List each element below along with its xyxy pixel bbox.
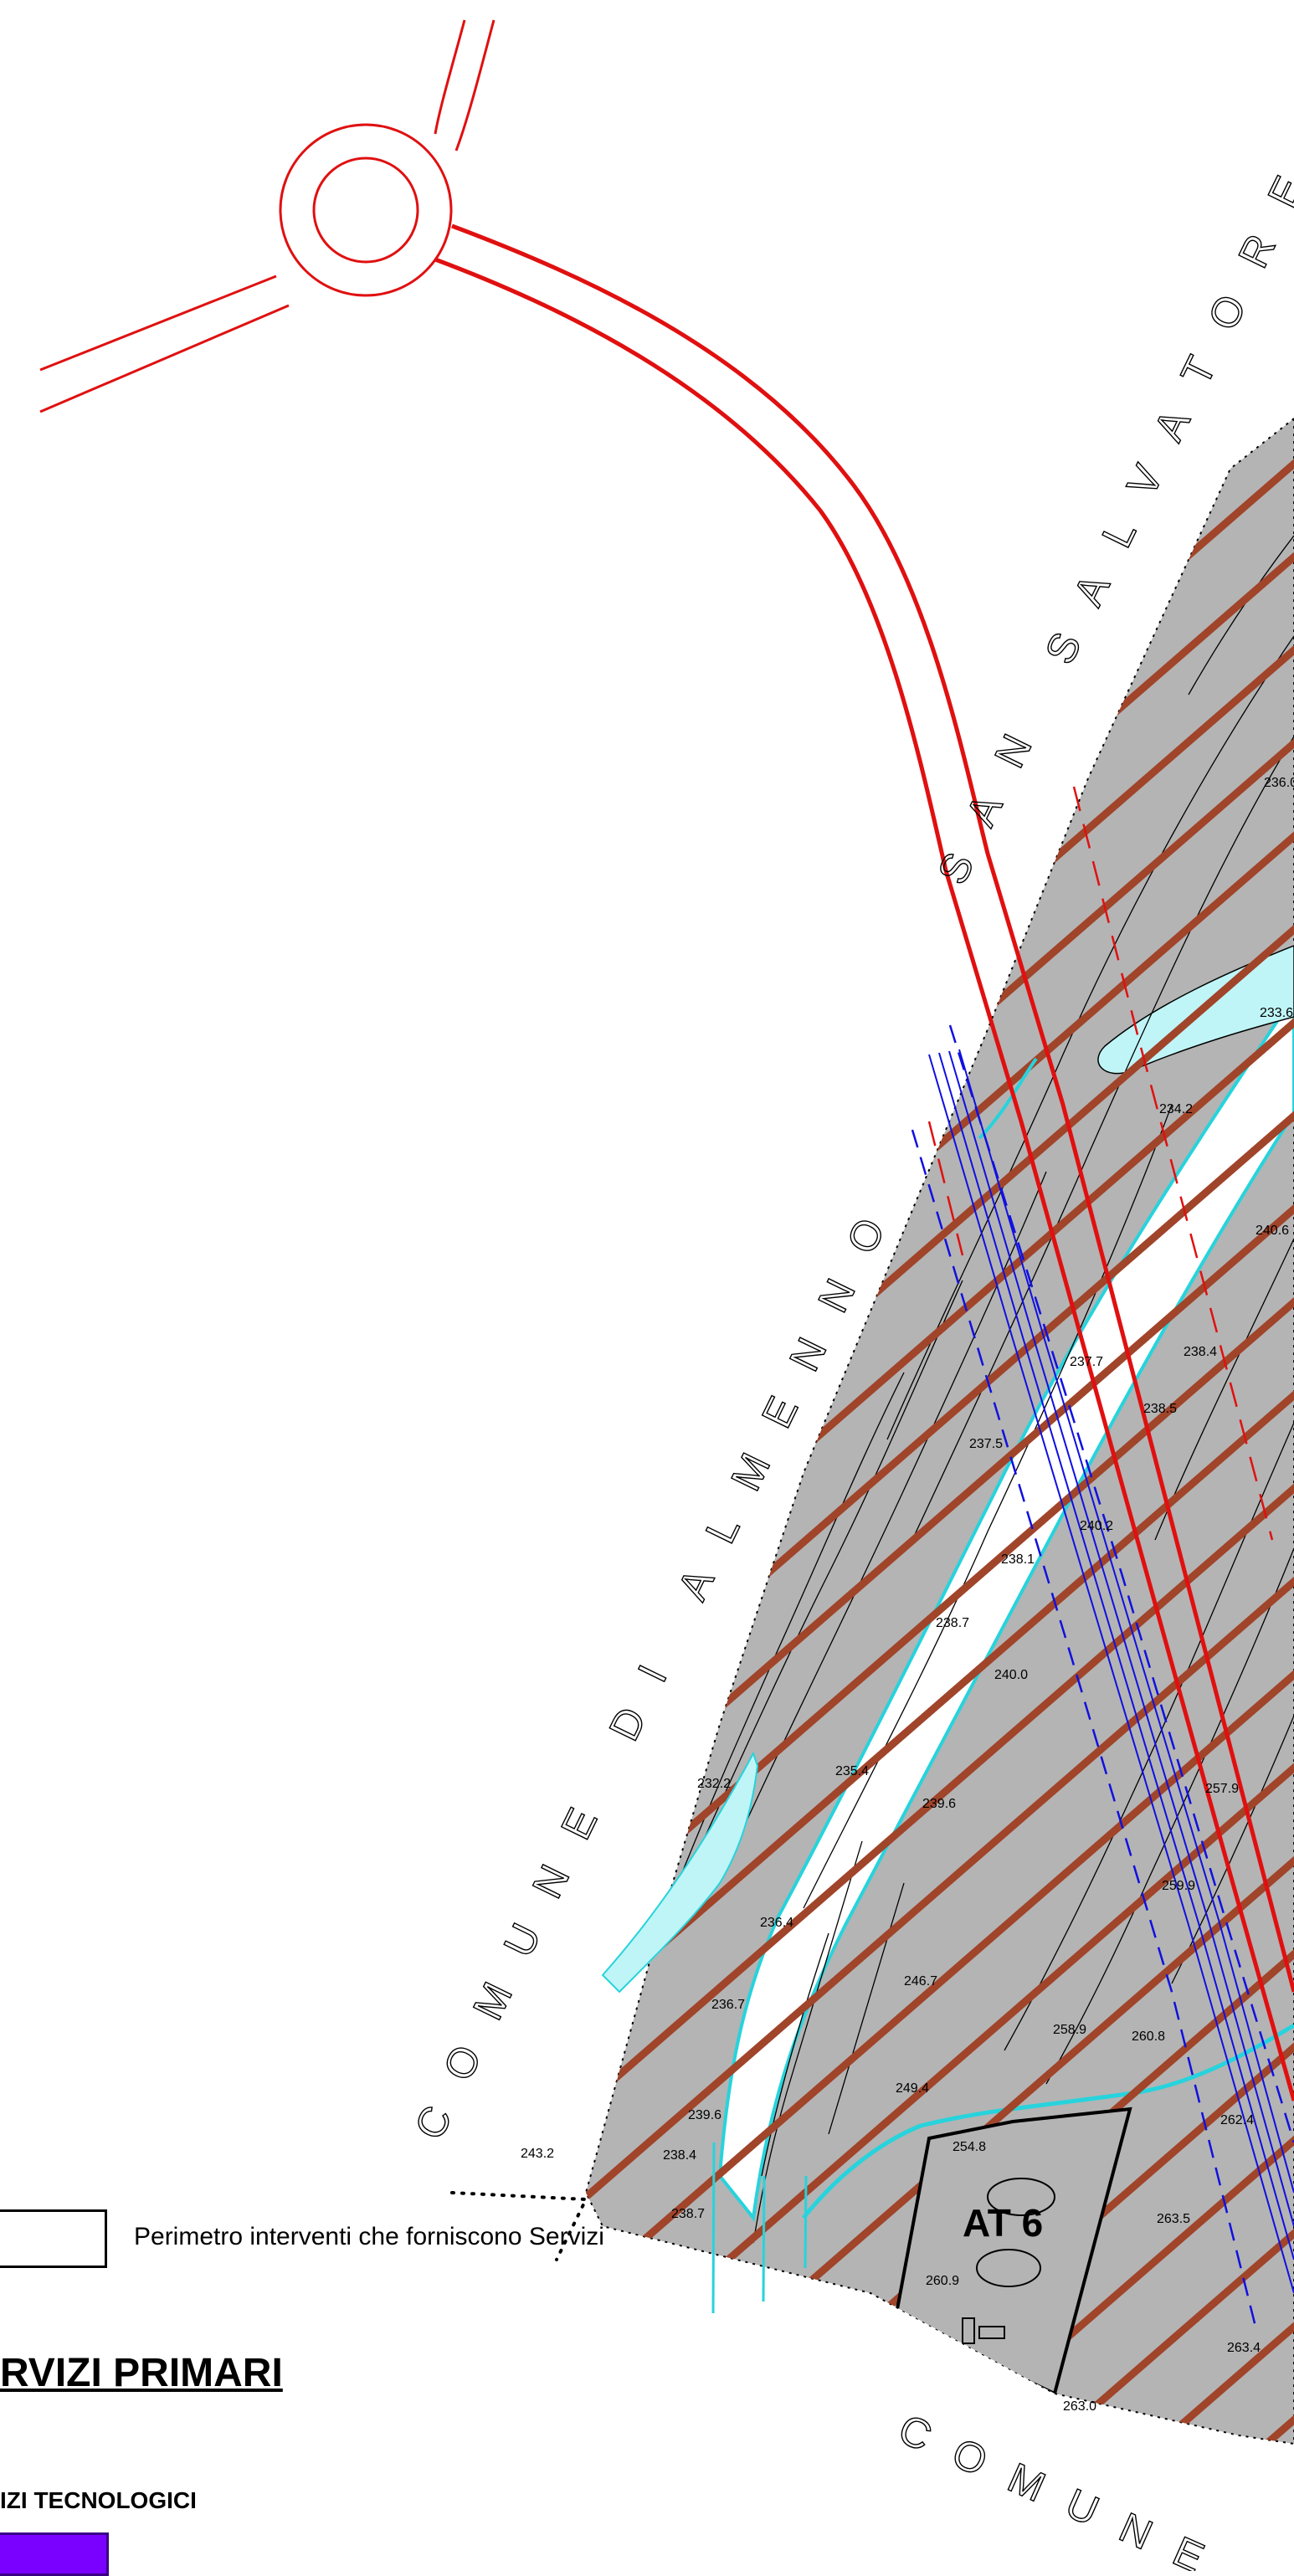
spot-height: 238.7	[671, 2207, 705, 2221]
spot-height: 232.2	[697, 1777, 731, 1791]
spot-height: 238.1	[1001, 1552, 1035, 1567]
label-comune-bottom: COMUNE	[892, 2405, 1237, 2571]
road-network	[39, 19, 1294, 2101]
spot-height: 238.4	[1184, 1345, 1217, 1359]
spot-height: 239.6	[688, 2108, 721, 2122]
spot-height: 233.6	[1260, 1006, 1293, 1020]
spot-height: 234.2	[1159, 1102, 1193, 1116]
section-subtitle-tech: IZI TECNOLOGICI	[0, 2487, 197, 2513]
spot-height: 240.2	[1080, 1519, 1113, 1533]
spot-height: 258.9	[1053, 2023, 1086, 2037]
spot-height: 254.8	[953, 2140, 986, 2154]
legend-tech-swatch	[0, 2532, 109, 2576]
utility-lines	[928, 1049, 1294, 2294]
spot-height: 236.0	[1264, 776, 1294, 790]
spot-height: 262.4	[1220, 2113, 1254, 2127]
boundary-dashed	[927, 786, 1274, 1541]
spot-height: 238.7	[936, 1616, 969, 1630]
label-at6: AT 6	[963, 2201, 1043, 2245]
water-edge	[978, 1057, 1038, 1140]
spot-height: 240.6	[1255, 1224, 1289, 1238]
spot-height: 243.2	[521, 2147, 554, 2161]
legend-perimeter-label: Perimetro interventi che forniscono Serv…	[134, 2223, 604, 2250]
spot-height: 239.6	[922, 1797, 956, 1811]
spot-height-labels: 236.0 233.6 234.2 240.6 237.7 238.4 238.…	[521, 776, 1294, 2414]
spot-height: 263.5	[1157, 2212, 1190, 2226]
spot-height: 240.0	[994, 1668, 1028, 1682]
spot-height: 263.4	[1227, 2341, 1261, 2355]
spot-height: 238.5	[1143, 1402, 1177, 1416]
spot-height: 236.7	[711, 1998, 745, 2012]
spot-height: 249.4	[896, 2081, 929, 2096]
water-ticks	[711, 2142, 808, 2314]
spot-height: 238.4	[663, 2148, 696, 2163]
spot-height: 237.5	[969, 1437, 1003, 1451]
spot-height: 263.0	[1063, 2399, 1096, 2414]
spot-height: 246.7	[904, 1974, 937, 1988]
spot-height: 260.8	[1132, 2029, 1165, 2044]
legend-perimeter-swatch	[0, 2209, 107, 2268]
utility-dashed	[911, 1024, 1294, 2327]
spot-height: 260.9	[926, 2274, 959, 2288]
spot-height: 259.9	[1162, 1879, 1195, 1893]
spot-height: 237.7	[1070, 1355, 1103, 1369]
section-title-services: RVIZI PRIMARI	[0, 2351, 283, 2395]
spot-height: 236.4	[760, 1916, 793, 1930]
spot-height: 235.4	[835, 1764, 869, 1778]
lake	[601, 1751, 759, 1994]
spot-height: 257.9	[1205, 1782, 1239, 1796]
